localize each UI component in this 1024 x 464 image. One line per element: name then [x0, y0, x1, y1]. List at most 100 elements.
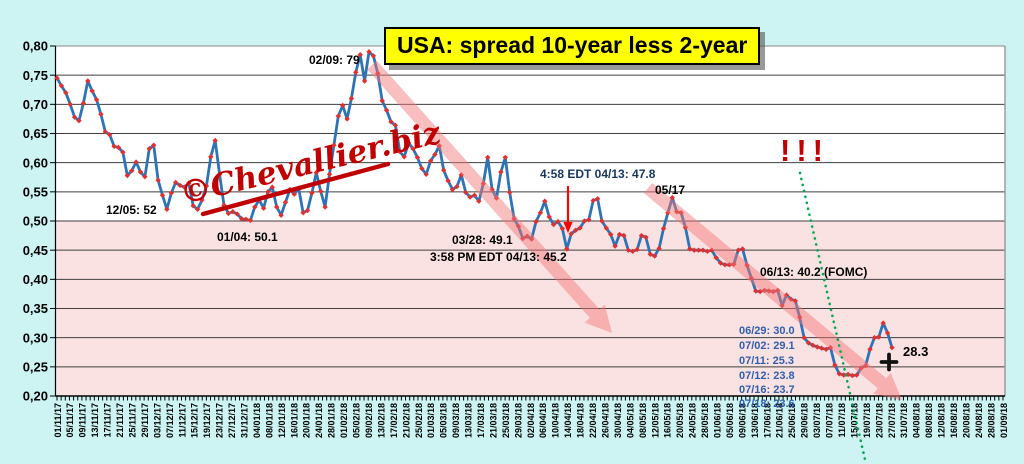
annotation-alert: !!!	[780, 133, 829, 168]
annotation-jun29: 06/29: 30.0	[739, 325, 795, 337]
x-axis-label: 21/02/18	[401, 403, 411, 438]
x-axis-label: 08/08/18	[924, 403, 934, 438]
x-axis-label: 31/07/18	[899, 403, 909, 438]
x-axis-label: 28/01/18	[327, 403, 337, 438]
x-axis-label: 21/03/18	[489, 403, 499, 438]
x-axis-label: 17/11/17	[103, 403, 113, 438]
x-axis-label: 25/02/18	[414, 403, 424, 438]
x-axis-label: 20/08/18	[962, 403, 972, 438]
x-axis-label: 11/12/17	[177, 403, 187, 438]
x-axis-label: 21/11/17	[115, 403, 125, 438]
annotation-jul02: 07/02: 29.1	[739, 340, 795, 352]
x-axis-label: 19/12/17	[202, 403, 212, 438]
x-axis-label: 05/11/17	[65, 403, 75, 438]
annotation-jul18: 07/18: 23.6	[739, 398, 795, 410]
callout-arrow-0413	[563, 186, 573, 233]
x-axis-label: 20/01/18	[302, 403, 312, 438]
chart-title: USA: spread 10-year less 2-year	[384, 27, 761, 65]
x-axis-label: 28/05/18	[700, 403, 710, 438]
x-axis-label: 17/03/18	[476, 403, 486, 438]
x-axis-label: 16/05/18	[663, 403, 673, 438]
x-axis-label: 07/12/17	[165, 403, 175, 438]
x-axis-label: 09/03/18	[451, 403, 461, 438]
x-axis-label: 09/02/18	[364, 403, 374, 438]
x-axis-label: 13/06/18	[750, 403, 760, 438]
annotation-dec5: 12/05: 52	[106, 203, 157, 217]
annotation-apr13a: 3:58 PM EDT 04/13: 45.2	[430, 250, 567, 264]
x-axis-label: 01/03/18	[426, 403, 436, 438]
x-axis-label: 04/08/18	[912, 403, 922, 438]
x-axis-label: 08/01/18	[264, 403, 274, 438]
x-axis-label: 11/07/18	[837, 403, 847, 438]
x-axis-label: 03/07/18	[812, 403, 822, 438]
x-axis-label: 18/04/18	[576, 403, 586, 438]
x-axis-label: 13/11/17	[90, 403, 100, 438]
y-axis-label: 0,80	[23, 39, 48, 54]
trend-arrow-2	[643, 183, 902, 400]
x-axis-label: 13/02/18	[376, 403, 386, 438]
y-axis-label: 0,70	[23, 97, 48, 112]
y-axis-label: 0,75	[23, 68, 48, 83]
y-axis-label: 0,50	[23, 214, 48, 229]
x-axis-label: 29/06/18	[800, 403, 810, 438]
y-axis-label: 0,35	[23, 301, 48, 316]
x-axis-label: 13/03/18	[464, 403, 474, 438]
annotation-latest: 28.3	[903, 344, 929, 359]
x-axis-label: 31/12/17	[240, 403, 250, 438]
x-axis-label: 17/02/18	[389, 403, 399, 438]
x-axis-label: 05/06/18	[725, 403, 735, 438]
x-axis-label: 30/04/18	[613, 403, 623, 438]
x-axis-label: 01/11/17	[53, 403, 63, 438]
series-markers	[54, 49, 895, 379]
x-axis-label: 29/03/18	[513, 403, 523, 438]
x-axis-label: 24/01/18	[314, 403, 324, 438]
x-axis-label: 23/12/17	[215, 403, 225, 438]
annotation-mar28: 03/28: 49.1	[452, 233, 513, 247]
x-axis-label: 09/06/18	[737, 403, 747, 438]
annotation-may17: 05/17	[655, 183, 686, 197]
latest-cross-marker	[879, 352, 899, 372]
annotation-jan4: 01/04: 50.1	[217, 230, 278, 244]
annotation-feb9: 02/09: 79	[309, 53, 360, 67]
x-axis-label: 05/03/18	[439, 403, 449, 438]
y-axis-label: 0,55	[23, 184, 48, 199]
y-axis-label: 0,40	[23, 272, 48, 287]
x-axis-label: 25/11/17	[128, 403, 138, 438]
x-axis-label: 29/11/17	[140, 403, 150, 438]
x-axis-label: 01/06/18	[713, 403, 723, 438]
x-axis-label: 16/08/18	[949, 403, 959, 438]
x-axis-label: 08/05/18	[638, 403, 648, 438]
x-axis-label: 12/08/18	[937, 403, 947, 438]
x-axis-label: 24/05/18	[688, 403, 698, 438]
x-axis-label: 17/06/18	[762, 403, 772, 438]
x-axis-label: 06/04/18	[538, 403, 548, 438]
x-axis-label: 21/06/18	[775, 403, 785, 438]
x-axis-label: 04/05/18	[625, 403, 635, 438]
watermark-underline	[200, 161, 391, 217]
y-axis-label: 0,25	[23, 359, 48, 374]
x-axis-label: 23/07/18	[874, 403, 884, 438]
x-axis-label: 10/04/18	[551, 403, 561, 438]
annotation-jul11: 07/11: 25.3	[739, 355, 795, 367]
x-axis-label: 01/09/18	[999, 403, 1009, 438]
x-axis-label: 07/07/18	[825, 403, 835, 438]
x-axis-label: 26/04/18	[601, 403, 611, 438]
x-axis-label: 25/03/18	[501, 403, 511, 438]
x-axis-label: 24/08/18	[974, 403, 984, 438]
annotation-jul16: 07/16: 23.7	[739, 384, 795, 396]
y-axis-label: 0,60	[23, 155, 48, 170]
x-axis-label: 03/12/17	[152, 403, 162, 438]
x-axis-label: 27/07/18	[887, 403, 897, 438]
x-axis-ticks	[56, 396, 1004, 401]
x-axis-label: 09/11/17	[78, 403, 88, 438]
x-axis-label: 12/05/18	[650, 403, 660, 438]
x-axis-label: 01/02/18	[339, 403, 349, 438]
annotation-apr13b: 4:58 EDT 04/13: 47.8	[540, 167, 656, 181]
x-axis-label: 25/06/18	[787, 403, 797, 438]
annotation-jul12: 07/12: 23.8	[739, 370, 795, 382]
x-axis-label: 12/01/18	[277, 403, 287, 438]
x-axis-label: 28/08/18	[986, 403, 996, 438]
projection-dotted-line	[798, 171, 868, 464]
x-axis-label: 02/04/18	[526, 403, 536, 438]
